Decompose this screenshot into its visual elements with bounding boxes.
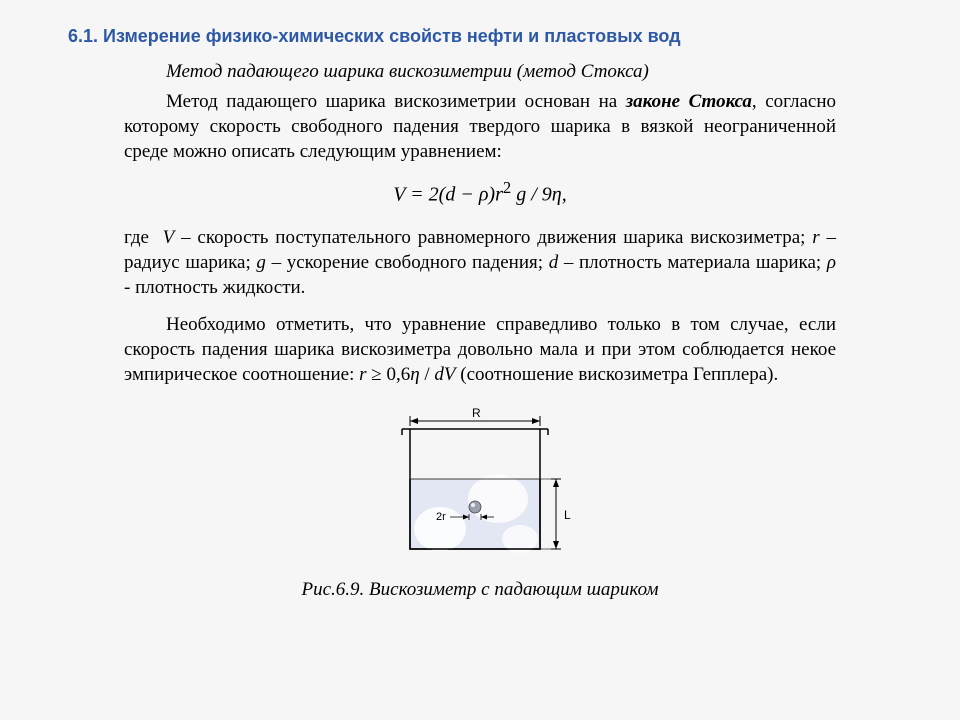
section-heading: 6.1. Измерение физико-химических свойств…	[68, 26, 892, 47]
content: 6.1. Измерение физико-химических свойств…	[68, 26, 892, 601]
svg-text:2r: 2r	[436, 511, 446, 523]
law-name: законе Стокса	[626, 91, 752, 112]
figure: R	[68, 399, 892, 569]
p1-text-a: Метод падающего шарика вискозиметрии осн…	[166, 91, 626, 112]
svg-text:L: L	[564, 508, 571, 522]
viscometer-diagram: R	[370, 399, 590, 569]
svg-text:R: R	[472, 406, 481, 420]
equation: V = 2(d − ρ)r2 g / 9η,	[68, 178, 892, 207]
page: 6.1. Измерение физико-химических свойств…	[0, 0, 960, 720]
figure-caption: Рис.6.9. Вискозиметр с падающим шариком	[68, 579, 892, 601]
paragraph-1: Метод падающего шарика вискозиметрии осн…	[68, 89, 892, 164]
relation: r ≥ 0,6η / dV	[359, 364, 455, 385]
paragraph-3: Необходимо отметить, что уравнение справ…	[68, 312, 892, 387]
paragraph-2: где V – скорость поступательного равноме…	[68, 225, 892, 300]
p3-text-b: (соотношение вискозиметра Гепплера).	[456, 364, 779, 385]
subsection-title: Метод падающего шарика вискозиметрии (ме…	[68, 61, 892, 83]
